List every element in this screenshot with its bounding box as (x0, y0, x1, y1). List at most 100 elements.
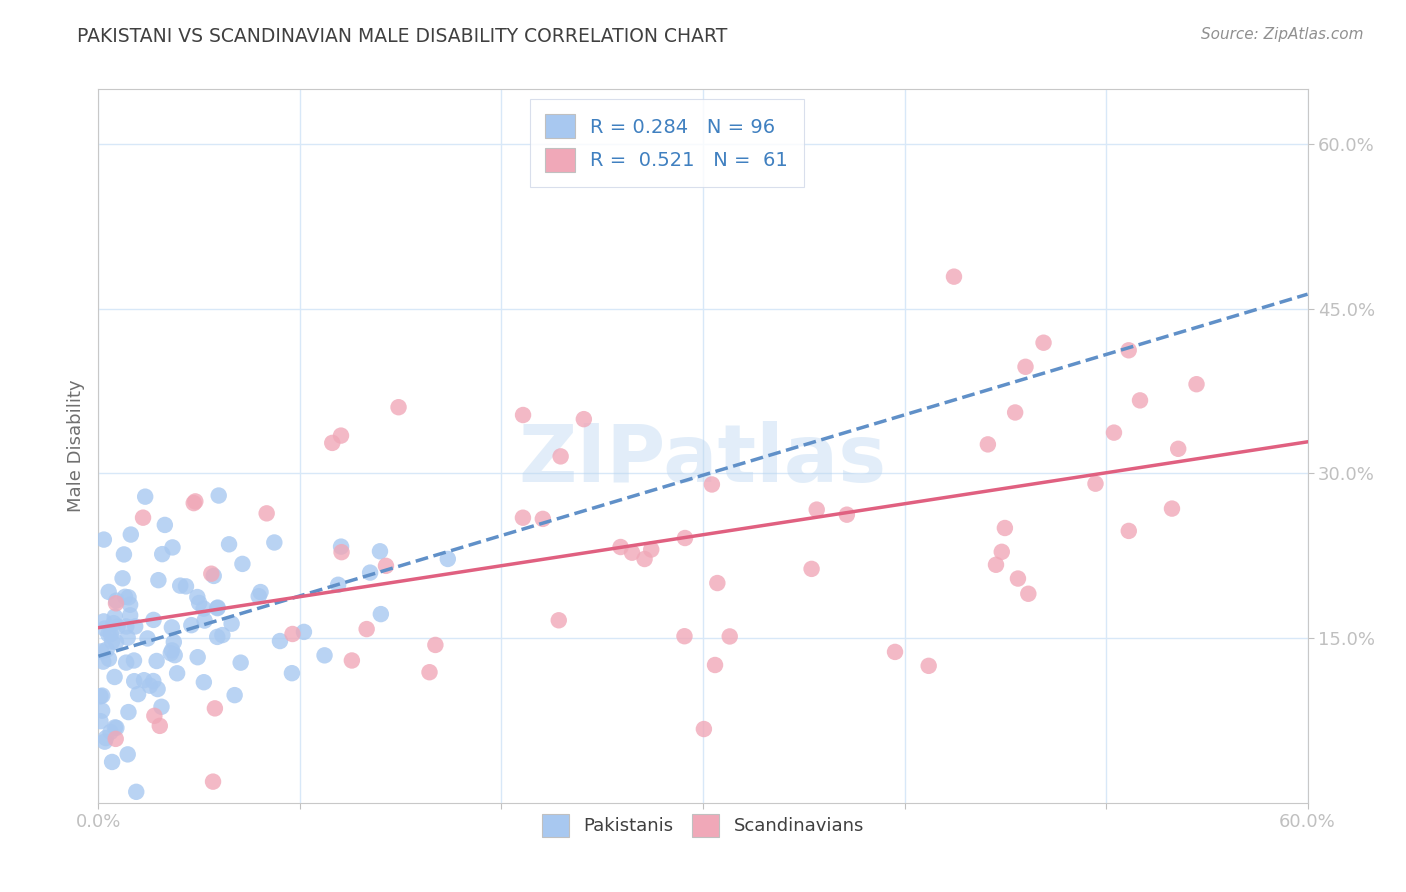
Point (111, 571, 134, 585)
Point (104, 670, 127, 684)
Point (159, 646, 181, 660)
Point (1161, 501, 1184, 516)
Point (368, 544, 391, 558)
Point (330, 545, 353, 559)
Point (139, 679, 162, 693)
Point (202, 774, 225, 789)
Point (104, 731, 127, 746)
Point (97, 585, 120, 599)
Point (263, 535, 285, 549)
Text: Source: ZipAtlas.com: Source: ZipAtlas.com (1201, 27, 1364, 42)
Point (247, 589, 270, 603)
Point (229, 656, 252, 670)
Point (184, 494, 207, 508)
Point (187, 650, 209, 665)
Point (224, 688, 246, 702)
Point (91, 655, 114, 669)
Point (884, 645, 907, 659)
Point (105, 593, 128, 607)
Point (806, 502, 828, 516)
Point (200, 566, 222, 581)
Point (101, 634, 124, 648)
Point (207, 630, 229, 644)
Point (984, 558, 1007, 572)
Point (112, 548, 135, 562)
Point (1185, 377, 1208, 392)
Point (107, 619, 129, 633)
Point (104, 596, 127, 610)
Point (120, 598, 142, 612)
Point (132, 673, 155, 688)
Point (700, 477, 723, 491)
Point (150, 547, 173, 561)
Point (673, 531, 696, 545)
Point (1118, 343, 1140, 358)
Point (166, 666, 188, 681)
Point (330, 540, 353, 554)
Point (115, 619, 138, 633)
Point (356, 622, 378, 636)
Point (425, 638, 447, 652)
Point (150, 699, 173, 714)
Point (531, 512, 554, 526)
Point (204, 701, 226, 715)
Text: PAKISTANI VS SCANDINAVIAN MALE DISABILITY CORRELATION CHART: PAKISTANI VS SCANDINAVIAN MALE DISABILIT… (77, 27, 728, 45)
Point (148, 573, 170, 587)
Point (122, 653, 145, 667)
Point (117, 747, 139, 762)
Point (572, 412, 595, 426)
Point (211, 628, 233, 642)
Point (93, 615, 115, 629)
Point (124, 619, 146, 633)
Point (326, 578, 349, 592)
Point (117, 705, 139, 719)
Point (202, 569, 225, 583)
Point (633, 552, 655, 566)
Point (89, 714, 111, 729)
Point (704, 658, 727, 673)
Point (142, 674, 165, 689)
Point (125, 785, 148, 799)
Point (120, 527, 142, 541)
Point (221, 616, 243, 631)
Point (93, 622, 115, 636)
Point (134, 490, 156, 504)
Point (163, 635, 186, 649)
Point (114, 590, 136, 604)
Point (918, 658, 941, 673)
Point (93, 734, 115, 748)
Point (718, 630, 741, 644)
Point (207, 600, 229, 615)
Point (153, 517, 176, 532)
Point (100, 725, 122, 739)
Point (146, 681, 169, 696)
Point (97, 652, 120, 666)
Point (218, 537, 240, 551)
Point (609, 540, 631, 554)
Point (330, 428, 353, 442)
Point (231, 557, 253, 571)
Point (207, 601, 229, 615)
Point (292, 624, 315, 639)
Point (193, 675, 215, 690)
Point (163, 648, 186, 663)
Point (256, 507, 278, 521)
Point (512, 510, 534, 524)
Point (120, 608, 142, 623)
Point (142, 613, 165, 627)
Point (160, 643, 183, 657)
Point (281, 666, 304, 681)
Point (1014, 359, 1036, 374)
Point (89, 690, 111, 704)
Point (160, 620, 183, 634)
Point (91, 689, 114, 703)
Point (321, 436, 343, 450)
Point (800, 562, 823, 576)
Point (706, 576, 728, 591)
Point (193, 601, 215, 615)
Point (169, 579, 191, 593)
Point (103, 616, 125, 631)
Point (208, 489, 231, 503)
Point (104, 609, 127, 624)
Point (547, 613, 569, 627)
